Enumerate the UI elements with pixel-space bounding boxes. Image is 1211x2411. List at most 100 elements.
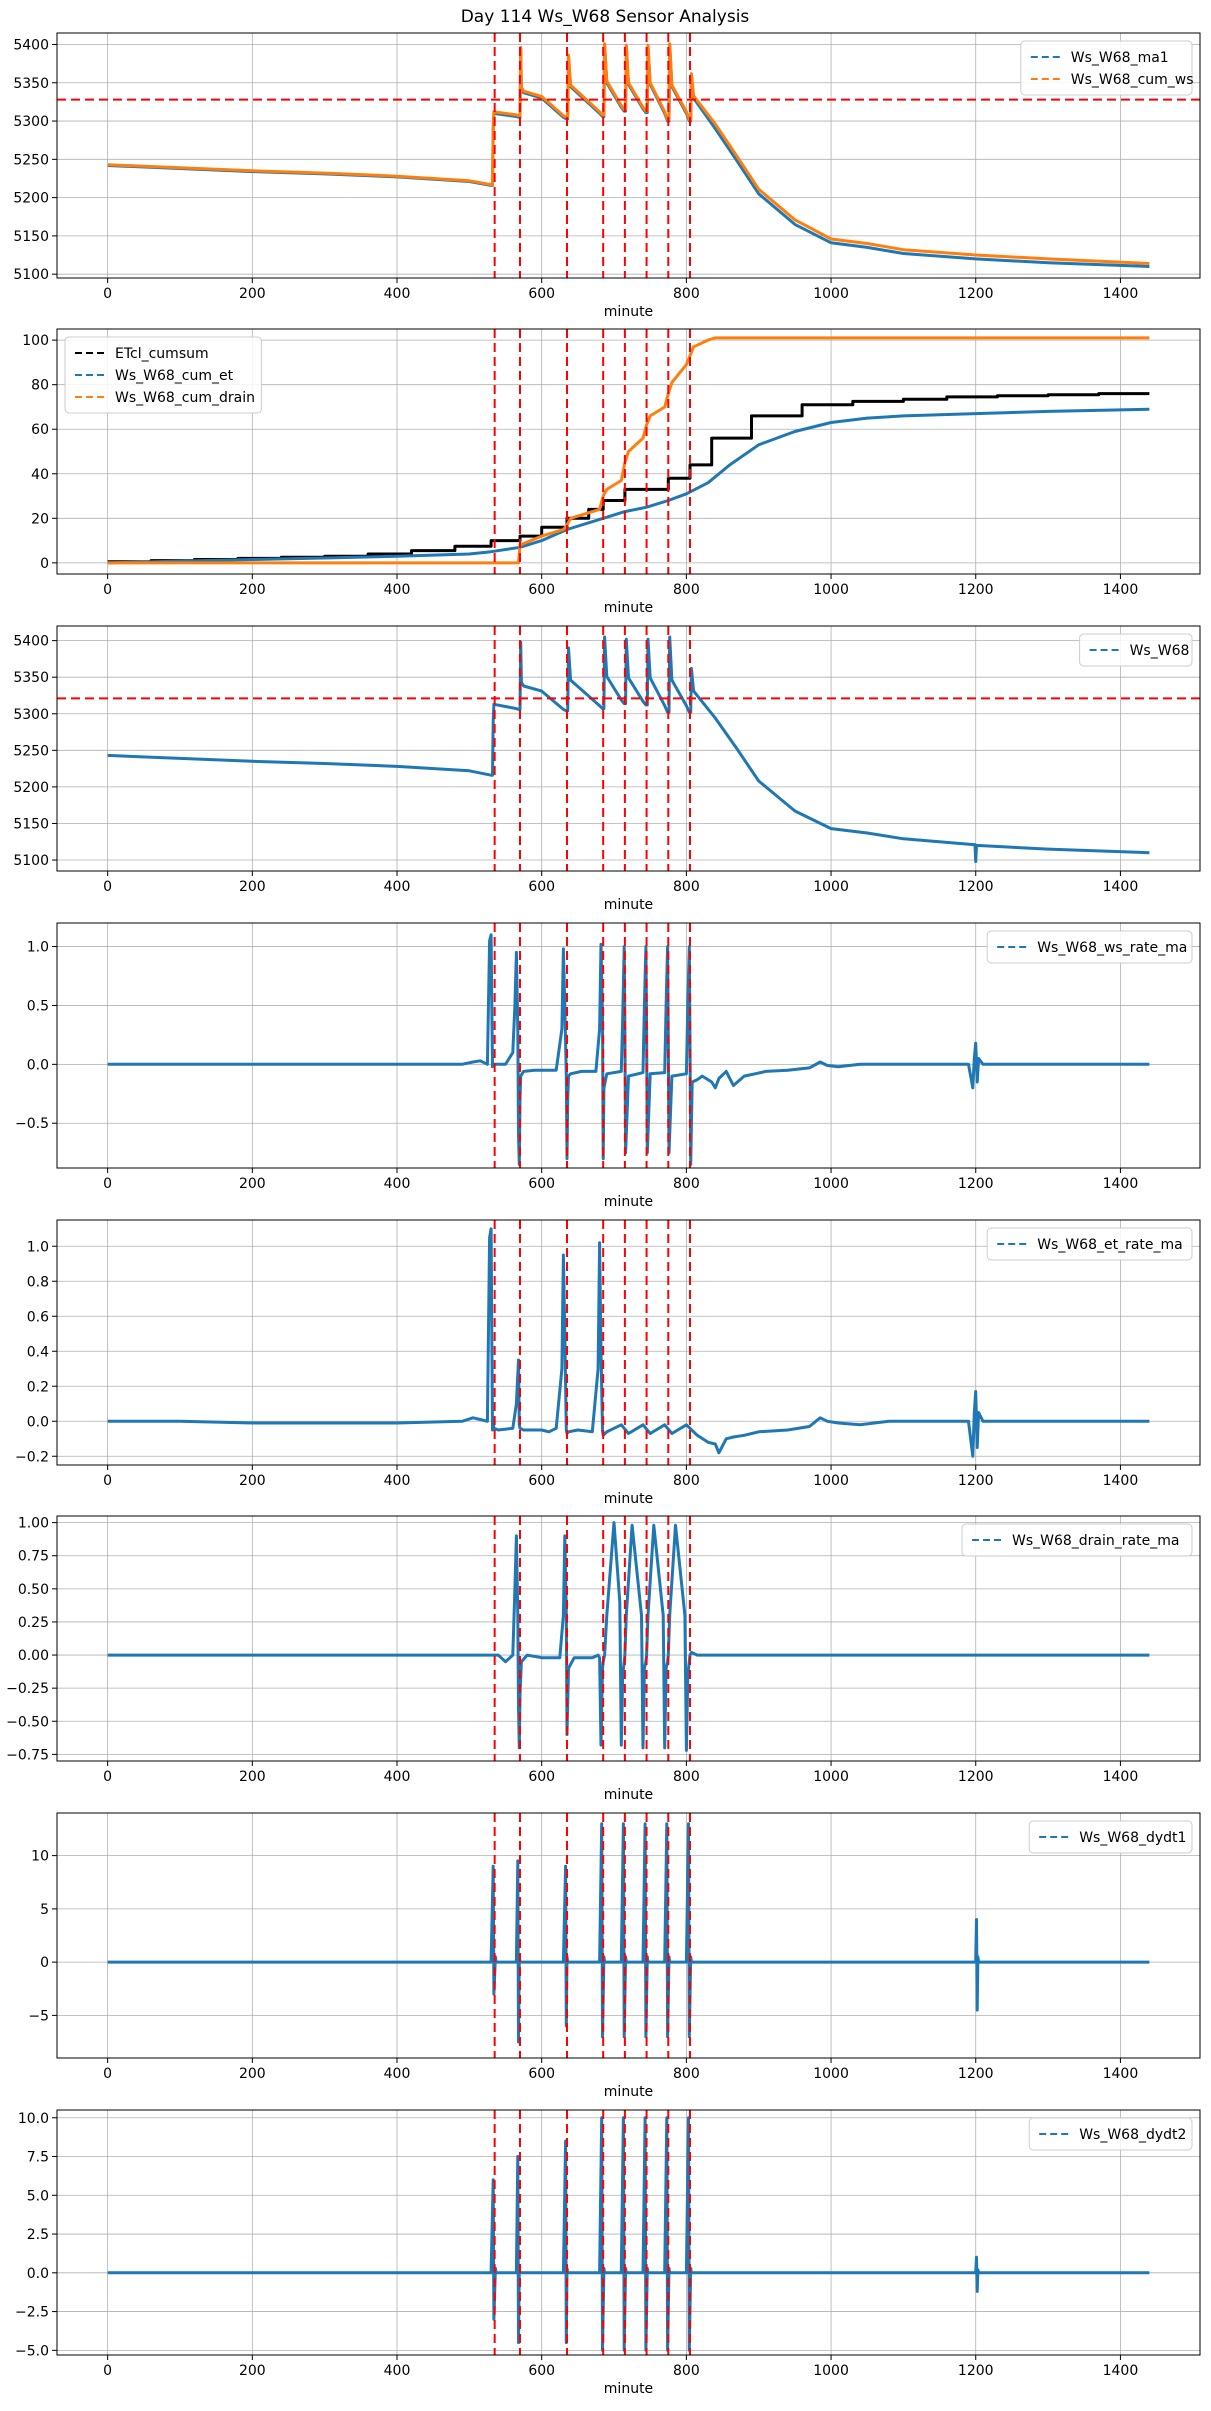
x-tick-label: 600: [528, 1473, 555, 1489]
y-tick-label: 0: [40, 556, 49, 572]
y-tick-label: 2.5: [27, 2227, 49, 2243]
axes-frame: [56, 328, 1201, 575]
plot-area: [57, 33, 1200, 278]
y-tick-label: 5350: [13, 670, 49, 686]
plot-area: [107, 1813, 1150, 2058]
y-tick-label: 0.6: [27, 1309, 49, 1325]
legend-box: [64, 336, 262, 414]
x-tick-label: 1400: [1103, 1473, 1139, 1489]
x-axis-label: minute: [604, 2381, 653, 2397]
y-tick-label: 10: [31, 1849, 49, 1865]
legend-box: [986, 930, 1193, 964]
legend-label: Ws_W68_dydt2: [1079, 2127, 1186, 2143]
panel-p3: 0 200 400 600 800 1000 1200 1400 5100 5150 5200 525…: [13, 625, 1201, 913]
panel-p2: 0 200 400 600 800 1000 1200 1400 0 20 40 60 80 100 min…: [22, 328, 1201, 616]
legend: Ws_W68_ws_rate_ma: [986, 930, 1193, 964]
x-tick-label: 1200: [958, 879, 994, 895]
x-tick-label: 400: [384, 1769, 411, 1785]
x-tick-label: 400: [384, 582, 411, 598]
y-tick-label: 60: [31, 422, 49, 438]
x-tick-label: 400: [384, 2066, 411, 2082]
y-tick-label: −5: [28, 2008, 49, 2024]
x-tick-label: 800: [673, 286, 700, 302]
y-tick-label: 0.5: [27, 998, 49, 1014]
y-tick-label: 5100: [13, 853, 49, 869]
x-tick-label: 800: [673, 2066, 700, 2082]
x-tick-label: 1000: [813, 879, 849, 895]
y-tick-label: 0.0: [27, 2266, 49, 2282]
y-tick-label: 10.0: [18, 2111, 49, 2127]
x-tick-label: 0: [103, 1769, 112, 1785]
y-tick-label: 1.0: [27, 1239, 49, 1255]
series-line-Ws_W68_cum_drain: [107, 336, 1150, 565]
x-tick-label: 0: [103, 1176, 112, 1192]
legend-label: Ws_W68_cum_et: [115, 368, 234, 384]
legend: Ws_W68_ma1 Ws_W68_cum_ws: [1020, 40, 1194, 96]
y-tick-label: 5200: [13, 780, 49, 796]
y-tick-label: 5300: [13, 707, 49, 723]
y-tick-label: 5: [40, 1902, 49, 1918]
legend: Ws_W68_et_rate_ma: [986, 1227, 1193, 1261]
y-tick-label: 100: [22, 333, 49, 349]
legend: Ws_W68_drain_rate_ma: [961, 1523, 1193, 1557]
x-tick-label: 200: [239, 1473, 266, 1489]
y-tick-label: 5200: [13, 191, 49, 207]
y-tick-label: 0: [40, 1955, 49, 1971]
x-tick-label: 0: [103, 2363, 112, 2379]
x-tick-label: 1000: [813, 286, 849, 302]
x-axis-label: minute: [604, 304, 653, 320]
series-line-Ws_W68: [107, 635, 1150, 863]
x-axis-label: minute: [604, 1194, 653, 1210]
axes-frame: [56, 1812, 1201, 2059]
y-tick-label: −0.50: [6, 1714, 49, 1730]
y-tick-label: 5300: [13, 114, 49, 130]
x-tick-label: 600: [528, 879, 555, 895]
panel-p1: 0 200 400 600 800 1000 1200 1400 5100 5150 5200 525…: [13, 32, 1201, 320]
legend-label: Ws_W68: [1130, 643, 1190, 659]
y-tick-label: 5400: [13, 37, 49, 53]
x-axis-label: minute: [604, 600, 653, 616]
plot-area: [107, 923, 1150, 1168]
panel-p5: 0 200 400 600 800 1000 1200 1400 −0.2 0.0 0.2 0.4 0.…: [15, 1219, 1201, 1507]
x-tick-label: 1000: [813, 1769, 849, 1785]
y-tick-label: 5350: [13, 76, 49, 92]
x-tick-label: 1400: [1103, 879, 1139, 895]
y-tick-label: 5250: [13, 743, 49, 759]
x-tick-label: 1200: [958, 1769, 994, 1785]
x-tick-label: 600: [528, 582, 555, 598]
legend-label: Ws_W68_ma1: [1071, 50, 1169, 66]
x-tick-label: 1000: [813, 2363, 849, 2379]
x-tick-label: 400: [384, 879, 411, 895]
y-tick-label: 5150: [13, 229, 49, 245]
x-tick-label: 400: [384, 1473, 411, 1489]
x-tick-label: 600: [528, 1176, 555, 1192]
legend-label: Ws_W68_drain_rate_ma: [1012, 1533, 1179, 1549]
x-tick-label: 200: [239, 286, 266, 302]
axes-frame: [56, 1515, 1201, 1762]
legend-box: [1020, 40, 1193, 96]
y-tick-label: 5.0: [27, 2188, 49, 2204]
x-tick-label: 400: [384, 1176, 411, 1192]
legend-label: Ws_W68_cum_drain: [115, 390, 255, 406]
x-tick-label: 600: [528, 1769, 555, 1785]
x-tick-label: 400: [384, 2363, 411, 2379]
x-axis-label: minute: [604, 897, 653, 913]
y-tick-label: 0.00: [18, 1648, 49, 1664]
plot-area: [57, 626, 1200, 871]
x-tick-label: 800: [673, 879, 700, 895]
y-tick-label: −0.25: [6, 1681, 49, 1697]
series-line-Ws_W68_ws_rate_ma: [107, 933, 1150, 1166]
y-tick-label: 0.0: [27, 1414, 49, 1430]
y-tick-label: 5250: [13, 152, 49, 168]
legend-box: [961, 1523, 1193, 1557]
legend-label: Ws_W68_et_rate_ma: [1037, 1237, 1183, 1253]
x-tick-label: 1200: [958, 2363, 994, 2379]
y-tick-label: 0.4: [27, 1344, 49, 1360]
x-axis-label: minute: [604, 1787, 653, 1803]
x-tick-label: 800: [673, 1176, 700, 1192]
x-tick-label: 0: [103, 582, 112, 598]
series-line-Ws_W68_et_rate_ma: [107, 1227, 1150, 1458]
x-tick-label: 1400: [1103, 286, 1139, 302]
axes-frame: [56, 922, 1201, 1169]
